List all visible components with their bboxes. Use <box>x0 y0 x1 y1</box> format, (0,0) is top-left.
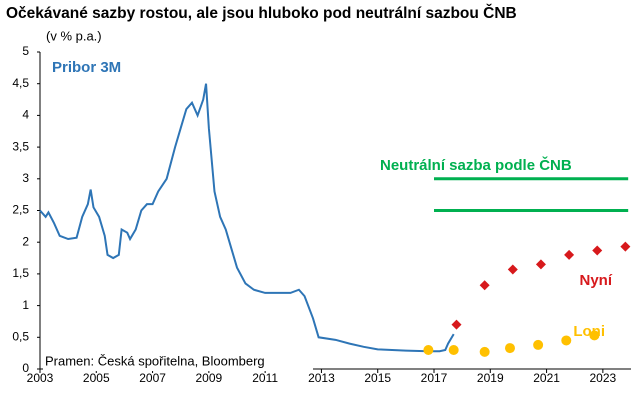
source-note: Pramen: Česká spořitelna, Bloomberg <box>45 353 265 368</box>
y-tick-label: 2,5 <box>12 203 29 217</box>
chart-subtitle: (v % p.a.) <box>46 28 102 43</box>
y-tick-label: 1 <box>22 298 29 312</box>
y-tick-label: 0 <box>22 361 29 375</box>
dot-marker <box>423 344 434 355</box>
diamond-marker <box>564 249 575 260</box>
x-tick-label: 2015 <box>364 371 391 385</box>
y-tick-label: 3 <box>22 171 29 185</box>
x-tick-label: 2021 <box>533 371 560 385</box>
x-tick-label: 2023 <box>590 371 617 385</box>
source-bg <box>43 354 313 371</box>
x-tick-label: 2019 <box>477 371 504 385</box>
diamond-marker <box>535 259 546 270</box>
x-tick-label: 2007 <box>139 371 166 385</box>
series-label: Pribor 3M <box>52 59 121 76</box>
y-tick-label: 2 <box>22 234 29 248</box>
dot-marker <box>561 335 572 346</box>
diamond-marker <box>592 245 603 256</box>
y-tick-label: 3,5 <box>12 139 29 153</box>
dot-marker <box>589 330 600 341</box>
dot-marker <box>504 343 515 354</box>
y-tick-label: 1,5 <box>12 266 29 280</box>
x-tick-label: 2013 <box>308 371 335 385</box>
dot-marker <box>479 346 490 357</box>
y-tick-label: 4,5 <box>12 76 29 90</box>
y-tick-label: 5 <box>22 44 29 58</box>
series-label: Nyní <box>579 272 612 289</box>
x-tick-label: 2017 <box>421 371 448 385</box>
x-tick-label: 2003 <box>27 371 54 385</box>
x-tick-label: 2005 <box>83 371 110 385</box>
line <box>39 83 455 353</box>
dot-marker <box>533 339 544 350</box>
y-tick-label: 4 <box>22 108 29 122</box>
y-tick-label: 0,5 <box>12 329 29 343</box>
diamond-marker <box>451 319 462 330</box>
series-label: Neutrální sazba podle ČNB <box>380 156 572 174</box>
x-tick-label: 2009 <box>196 371 223 385</box>
series-label: Loni <box>573 323 605 340</box>
dot-marker <box>448 344 459 355</box>
x-tick-label: 2011 <box>252 371 278 385</box>
diamond-marker <box>479 280 490 291</box>
diamond-marker <box>507 264 518 275</box>
diamond-marker <box>620 241 631 252</box>
chart-title: Očekávané sazby rostou, ale jsou hluboko… <box>6 4 517 22</box>
